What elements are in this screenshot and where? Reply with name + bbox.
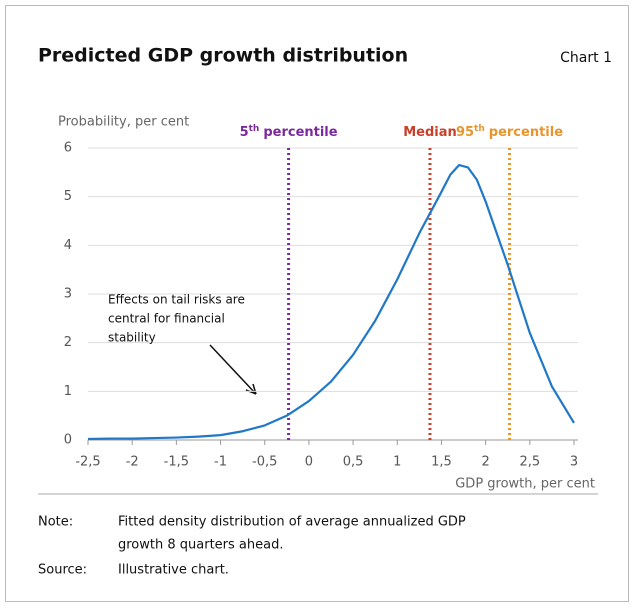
x-tick-label: -0,5 — [252, 455, 277, 470]
label-sup: th — [474, 124, 485, 134]
x-tick-label: 0 — [305, 455, 313, 470]
percentile-label: 95th percentile — [456, 124, 563, 140]
x-tick-label: 2 — [481, 455, 489, 470]
x-tick-label: 1 — [393, 455, 401, 470]
y-tick-label: 1 — [64, 384, 72, 399]
label-main: 5 — [240, 125, 249, 140]
frame — [5, 5, 629, 602]
annotation-text: Effects on tail risks are — [108, 293, 245, 307]
x-tick-label: 1,5 — [431, 455, 452, 470]
source-label: Source: — [38, 563, 87, 578]
x-tick-label: -1 — [214, 455, 227, 470]
note-label: Note: — [38, 515, 73, 530]
y-tick-label: 3 — [64, 287, 72, 302]
label-suffix: percentile — [263, 125, 337, 140]
y-tick-label: 2 — [64, 335, 72, 350]
x-tick-label: 3 — [570, 455, 578, 470]
chart-label: Chart 1 — [560, 50, 612, 66]
percentile-label: Median — [403, 125, 457, 140]
y-axis-label: Probability, per cent — [58, 115, 189, 130]
x-tick-label: -1,5 — [164, 455, 189, 470]
y-tick-label: 6 — [64, 141, 72, 156]
chart-title: Predicted GDP growth distribution — [38, 45, 408, 67]
annotation-text: stability — [108, 331, 156, 345]
label-suffix: percentile — [489, 125, 563, 140]
y-tick-label: 4 — [64, 238, 72, 253]
label-main: 95 — [456, 125, 474, 140]
note-text: growth 8 quarters ahead. — [118, 538, 283, 553]
x-tick-label: 2,5 — [519, 455, 540, 470]
source-text: Illustrative chart. — [118, 563, 229, 578]
note-text: Fitted density distribution of average a… — [118, 515, 466, 530]
x-tick-label: 0,5 — [343, 455, 364, 470]
annotation-arrow — [209, 344, 257, 395]
x-tick-label: -2 — [126, 455, 139, 470]
y-tick-label: 5 — [64, 189, 72, 204]
annotation-text: central for financial — [108, 312, 225, 326]
y-tick-label: 0 — [64, 433, 72, 448]
x-axis-label: GDP growth, per cent — [455, 477, 595, 492]
label-sup: th — [249, 124, 260, 134]
x-tick-label: -2,5 — [75, 455, 100, 470]
label-main: Median — [403, 125, 457, 140]
arrow-head — [245, 383, 257, 395]
percentile-label: 5th percentile — [240, 124, 338, 140]
data-line — [87, 163, 575, 441]
